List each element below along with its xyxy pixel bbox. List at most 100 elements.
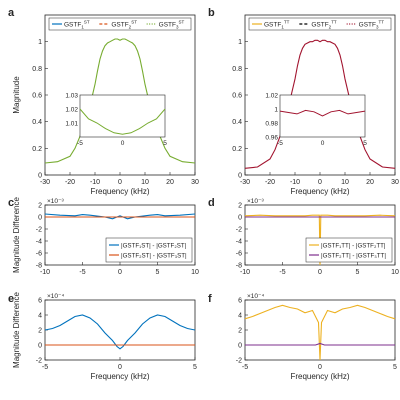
y-exponent: ×10⁻⁴ <box>47 293 64 300</box>
x-tick-label: 20 <box>366 179 374 186</box>
panel-label: b <box>208 7 215 19</box>
y-tick-label: -4 <box>36 239 42 246</box>
inset-x-tick-label: 5 <box>363 140 367 147</box>
y-tick-label: 0.6 <box>32 93 42 100</box>
y-tick-label: 1 <box>38 39 42 46</box>
legend-box <box>248 17 392 31</box>
y-tick-label: 0.8 <box>32 66 42 73</box>
y-axis-label: Magnitude <box>12 76 21 114</box>
x-tick-label: 5 <box>193 364 197 371</box>
legend: GSTF1TT GSTF2TT GSTF3TT <box>248 17 392 31</box>
legend-box <box>105 237 193 263</box>
y-tick-label: -2 <box>36 227 42 234</box>
inset-series-line <box>79 108 166 135</box>
x-tick-label: 0 <box>118 364 122 371</box>
x-tick-label: -30 <box>240 179 250 186</box>
panel-a: a -30 -20 -10 0 10 20 30 0 0.2 0.4 0.6 0.8 1 Frequency… <box>8 7 199 196</box>
y-tick-label: -4 <box>236 239 242 246</box>
y-tick-label: 0.6 <box>232 93 242 100</box>
x-tick-label: -10 <box>40 269 50 276</box>
series-line <box>44 213 196 220</box>
y-tick-label: 4 <box>238 313 242 320</box>
legend: |GSTF₁ST| - |GSTF₂ST| |GSTF₂ST| - |GSTF₃S… <box>105 237 193 263</box>
legend-box <box>305 237 393 263</box>
y-tick-label: -8 <box>236 263 242 270</box>
y-tick-label: 0.2 <box>32 146 42 153</box>
x-tick-label: 10 <box>341 179 349 186</box>
x-axis-label: Frequency (kHz) <box>90 187 149 196</box>
legend-label: |GSTF₁ST| - |GSTF₂ST| <box>121 243 187 250</box>
x-tick-label: 30 <box>391 179 399 186</box>
x-tick-label: 0 <box>318 364 322 371</box>
inset-x-tick-label: 0 <box>321 140 325 147</box>
legend-label: GSTF2ST <box>111 20 137 30</box>
inset-x-tick-label: 5 <box>163 140 167 147</box>
inset-area <box>79 94 166 138</box>
panel-b: b -30 -20 -10 0 10 20 30 0 0.2 0.4 0.6 0.8 1 Frequency… <box>208 7 399 196</box>
y-tick-label: 6 <box>38 298 42 305</box>
y-tick-label: 0 <box>38 343 42 350</box>
y-tick-label: 0 <box>38 215 42 222</box>
series-line <box>244 304 396 361</box>
panel-d: d -10 -5 0 5 10 -8 -6 -4 -2 0 2 ×10⁻³ |GSTF₁TT| - |GS… <box>208 197 399 276</box>
panel-label: d <box>208 197 215 209</box>
y-tick-label: 0 <box>238 215 242 222</box>
y-tick-label: 0.4 <box>232 119 242 126</box>
legend-label: GSTF3TT <box>359 20 385 30</box>
x-tick-label: -5 <box>279 269 285 276</box>
x-axis-label: Frequency (kHz) <box>90 372 149 381</box>
y-tick-label: 2 <box>38 203 42 210</box>
x-tick-label: 5 <box>393 364 397 371</box>
y-tick-label: -2 <box>36 358 42 365</box>
panel-label: c <box>8 197 14 209</box>
legend: GSTF1ST GSTF2ST GSTF3ST <box>48 17 192 31</box>
y-tick-label: 0.4 <box>32 119 42 126</box>
inset-a: -5 0 5 1.01 1.02 1.03 <box>65 93 167 148</box>
legend-label: |GSTF₂ST| - |GSTF₃ST| <box>121 253 187 260</box>
x-tick-label: 5 <box>156 269 160 276</box>
x-tick-label: 5 <box>356 269 360 276</box>
y-tick-label: 0.2 <box>232 146 242 153</box>
panel-label: e <box>8 293 14 305</box>
inset-x-tick-label: -5 <box>77 140 83 147</box>
y-tick-label: 0.8 <box>232 66 242 73</box>
y-tick-label: -2 <box>236 227 242 234</box>
x-tick-label: -5 <box>79 269 85 276</box>
x-tick-label: -20 <box>265 179 275 186</box>
x-tick-label: 0 <box>318 179 322 186</box>
y-tick-label: 2 <box>238 203 242 210</box>
x-tick-label: 0 <box>118 269 122 276</box>
legend-label: GSTF1ST <box>64 20 90 30</box>
x-tick-label: -10 <box>290 179 300 186</box>
inset-y-tick-label: 1 <box>274 107 278 114</box>
x-tick-label: 10 <box>141 179 149 186</box>
inset-x-tick-label: -5 <box>277 140 283 147</box>
plot-area <box>44 299 196 361</box>
inset-y-tick-label: 1.02 <box>65 107 78 114</box>
inset-x-tick-label: 0 <box>121 140 125 147</box>
x-tick-label: 20 <box>166 179 174 186</box>
y-tick-label: 0 <box>38 173 42 180</box>
legend-label: GSTF2TT <box>311 20 337 30</box>
series-line <box>244 214 396 266</box>
x-axis-label: Frequency (kHz) <box>290 187 349 196</box>
panel-label: f <box>208 293 212 305</box>
legend-label: GSTF1TT <box>264 20 290 30</box>
inset-y-tick-label: 1.01 <box>65 121 78 128</box>
inset-y-tick-label: 1.03 <box>65 93 78 100</box>
inset-b: -5 0 5 0.96 0.98 1 1.02 <box>265 93 367 148</box>
x-tick-label: -30 <box>40 179 50 186</box>
x-tick-label: 10 <box>191 269 199 276</box>
y-tick-label: -8 <box>36 263 42 270</box>
y-tick-label: -6 <box>236 251 242 258</box>
series-line <box>245 342 395 346</box>
panel-e: e -5 0 5 -2 0 2 4 6 ×10⁻⁴ Frequency (kHz) Magnitude… <box>8 292 197 381</box>
y-tick-label: 2 <box>38 328 42 335</box>
x-tick-label: -10 <box>90 179 100 186</box>
y-exponent: ×10⁻³ <box>247 198 264 205</box>
x-tick-label: 0 <box>118 179 122 186</box>
y-tick-label: 1 <box>238 39 242 46</box>
x-tick-label: 30 <box>191 179 199 186</box>
y-tick-label: 0 <box>238 343 242 350</box>
